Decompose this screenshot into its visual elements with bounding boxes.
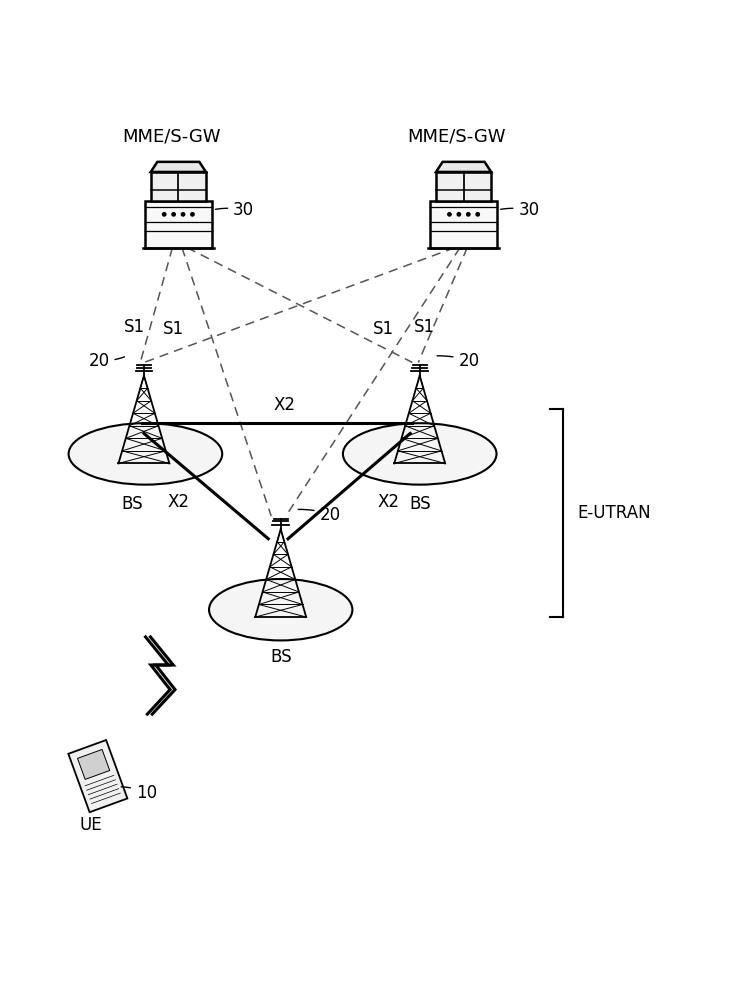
Text: X2: X2 — [273, 396, 296, 414]
Text: 20: 20 — [437, 352, 480, 370]
Circle shape — [181, 213, 185, 216]
Circle shape — [172, 213, 175, 216]
Bar — [151, 172, 206, 201]
Polygon shape — [77, 749, 110, 779]
Bar — [436, 172, 491, 201]
Text: 20: 20 — [298, 506, 340, 524]
Circle shape — [476, 213, 479, 216]
Ellipse shape — [69, 423, 223, 485]
Text: 30: 30 — [215, 201, 254, 219]
Ellipse shape — [209, 579, 352, 640]
Text: E-UTRAN: E-UTRAN — [578, 504, 652, 522]
Circle shape — [191, 213, 194, 216]
Text: MME/S-GW: MME/S-GW — [122, 127, 220, 145]
Text: BS: BS — [122, 495, 143, 513]
Text: BS: BS — [270, 648, 292, 666]
Bar — [430, 201, 497, 248]
Circle shape — [457, 213, 461, 216]
Text: 10: 10 — [121, 784, 157, 802]
Text: UE: UE — [80, 816, 102, 834]
Text: MME/S-GW: MME/S-GW — [407, 127, 506, 145]
Text: X2: X2 — [167, 493, 189, 511]
Circle shape — [448, 213, 451, 216]
Polygon shape — [69, 740, 128, 812]
Text: 20: 20 — [88, 352, 125, 370]
Circle shape — [163, 213, 166, 216]
Polygon shape — [151, 162, 206, 172]
Text: S1: S1 — [414, 318, 436, 336]
Text: S1: S1 — [373, 320, 394, 338]
Text: X2: X2 — [377, 493, 399, 511]
Ellipse shape — [343, 423, 497, 485]
Text: 30: 30 — [500, 201, 539, 219]
Bar — [144, 201, 212, 248]
Text: S1: S1 — [124, 318, 145, 336]
Text: S1: S1 — [163, 320, 184, 338]
Polygon shape — [436, 162, 491, 172]
Text: BS: BS — [409, 495, 430, 513]
Circle shape — [467, 213, 470, 216]
